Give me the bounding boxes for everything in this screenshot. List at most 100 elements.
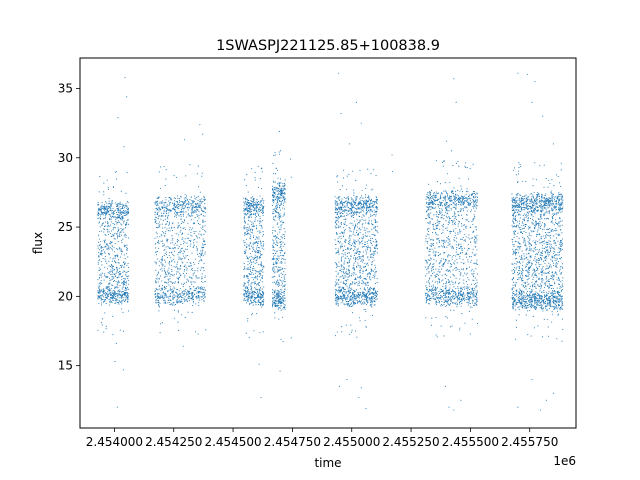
data-point bbox=[243, 274, 245, 277]
data-point bbox=[190, 205, 192, 207]
data-point bbox=[249, 230, 251, 232]
data-point bbox=[263, 299, 265, 301]
data-point bbox=[125, 245, 127, 247]
data-point bbox=[259, 206, 261, 208]
data-point bbox=[243, 216, 245, 218]
data-point bbox=[120, 217, 122, 219]
data-point bbox=[273, 235, 275, 237]
data-point bbox=[179, 296, 182, 298]
data-point bbox=[358, 240, 360, 242]
data-point bbox=[283, 212, 285, 214]
data-point bbox=[347, 247, 349, 250]
data-point bbox=[111, 291, 113, 293]
data-point bbox=[252, 235, 255, 237]
data-point bbox=[200, 254, 202, 256]
data-point bbox=[280, 197, 282, 199]
data-point bbox=[199, 198, 201, 200]
data-point bbox=[247, 277, 249, 279]
data-point bbox=[284, 262, 286, 264]
data-point bbox=[347, 209, 349, 211]
data-point bbox=[337, 301, 339, 303]
data-point bbox=[173, 309, 176, 311]
data-point bbox=[283, 202, 285, 204]
data-point bbox=[186, 216, 188, 218]
data-point bbox=[360, 265, 362, 267]
data-point bbox=[372, 241, 374, 243]
data-point bbox=[284, 231, 286, 233]
data-point bbox=[201, 247, 203, 249]
data-point bbox=[197, 220, 199, 222]
data-point bbox=[358, 241, 361, 243]
data-point bbox=[201, 299, 203, 301]
data-point bbox=[344, 200, 347, 202]
data-point bbox=[375, 299, 377, 301]
data-point bbox=[277, 268, 279, 270]
data-point bbox=[345, 300, 347, 303]
data-point bbox=[164, 265, 166, 267]
data-point bbox=[336, 176, 338, 178]
data-point bbox=[108, 292, 110, 294]
data-point bbox=[158, 226, 161, 228]
data-point bbox=[262, 296, 264, 298]
data-point bbox=[177, 289, 179, 291]
data-point bbox=[377, 231, 379, 233]
data-point bbox=[157, 289, 159, 291]
data-point bbox=[245, 184, 247, 187]
data-point bbox=[284, 274, 286, 276]
data-point bbox=[195, 235, 197, 237]
data-point bbox=[169, 221, 171, 223]
data-point bbox=[277, 177, 279, 179]
data-point bbox=[193, 272, 195, 274]
data-point bbox=[355, 101, 358, 103]
data-point bbox=[112, 258, 114, 260]
data-point bbox=[424, 266, 426, 268]
data-point bbox=[338, 72, 340, 74]
data-point bbox=[271, 306, 273, 308]
data-point bbox=[348, 259, 350, 261]
data-point bbox=[199, 200, 201, 202]
data-point bbox=[205, 231, 207, 233]
data-point bbox=[99, 206, 101, 208]
data-point bbox=[103, 231, 105, 233]
data-point bbox=[181, 292, 183, 294]
data-point bbox=[101, 304, 103, 306]
data-point bbox=[371, 220, 373, 222]
data-point bbox=[188, 290, 191, 292]
data-point bbox=[249, 212, 251, 214]
data-point bbox=[356, 223, 359, 225]
data-point bbox=[154, 218, 156, 220]
data-point bbox=[263, 248, 265, 250]
data-point bbox=[107, 247, 109, 250]
data-point bbox=[123, 209, 125, 212]
data-point bbox=[273, 181, 275, 183]
data-point bbox=[174, 287, 176, 289]
data-point bbox=[276, 289, 278, 292]
data-point bbox=[198, 255, 200, 257]
data-point bbox=[450, 192, 452, 194]
data-point bbox=[163, 254, 165, 257]
data-point bbox=[365, 187, 367, 190]
data-point bbox=[263, 243, 265, 245]
data-point bbox=[198, 260, 200, 262]
data-point bbox=[278, 153, 280, 155]
data-point bbox=[376, 199, 379, 201]
data-point bbox=[105, 212, 108, 214]
data-point bbox=[278, 257, 280, 259]
data-point bbox=[349, 275, 351, 277]
data-point bbox=[283, 304, 285, 306]
data-point bbox=[158, 297, 160, 300]
data-point bbox=[368, 217, 370, 219]
data-point bbox=[108, 203, 110, 205]
data-point bbox=[262, 211, 264, 213]
data-point bbox=[204, 230, 206, 232]
data-point bbox=[99, 296, 101, 298]
data-point bbox=[447, 224, 449, 226]
data-point bbox=[355, 214, 358, 216]
data-point bbox=[252, 293, 254, 296]
data-point bbox=[126, 200, 128, 202]
data-point bbox=[352, 214, 354, 216]
data-point bbox=[197, 209, 199, 211]
data-point bbox=[182, 283, 185, 285]
data-point bbox=[190, 281, 192, 283]
data-point bbox=[336, 331, 338, 333]
